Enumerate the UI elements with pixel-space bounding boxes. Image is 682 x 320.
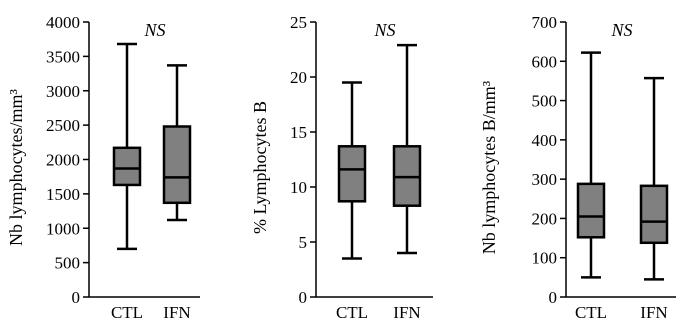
- y-tick-label: 200: [532, 209, 558, 228]
- iqr-box: [162, 125, 192, 205]
- iqr-box: [337, 145, 367, 203]
- y-tick-label: 3500: [46, 47, 80, 66]
- y-tick-label: 400: [532, 131, 558, 150]
- y-tick-label: 100: [532, 249, 558, 268]
- y-axis-title: Nb lymphocytes/mm³: [6, 88, 26, 245]
- y-tick-label: 20: [290, 68, 307, 87]
- y-tick-label: 2500: [46, 116, 80, 135]
- y-tick-label: 600: [532, 52, 558, 71]
- y-axis-title: Nb lymphocytes B/mm³: [479, 80, 499, 254]
- x-category-label: IFN: [393, 303, 420, 320]
- y-tick-label: 10: [290, 178, 307, 197]
- y-tick-label: 500: [55, 254, 81, 273]
- box-ifn: [162, 64, 192, 222]
- y-tick-label: 25: [290, 13, 307, 32]
- y-tick-label: 0: [72, 288, 81, 307]
- y-tick-label: 0: [299, 288, 308, 307]
- x-category-label: IFN: [163, 303, 190, 320]
- significance-annotation: NS: [610, 20, 632, 40]
- y-tick-label: 0: [549, 288, 558, 307]
- y-tick-label: 3000: [46, 82, 80, 101]
- box-ctl: [112, 42, 142, 251]
- box-ifn: [639, 76, 669, 281]
- y-tick-label: 1000: [46, 219, 80, 238]
- box-ctl: [576, 51, 606, 279]
- y-tick-label: 700: [532, 13, 558, 32]
- chart-panel-2: 0 5 10 15 20 25 % Lymphocytes B NS CTL IFN: [250, 13, 433, 320]
- significance-annotation: NS: [373, 20, 395, 40]
- y-axis-title: % Lymphocytes B: [250, 101, 270, 234]
- y-tick-label: 300: [532, 170, 558, 189]
- box-ctl: [337, 81, 367, 260]
- chart-panel-1: 0 500 1000 1500 2000 2500 3000 3500 4000 Nb lymph…: [6, 13, 200, 320]
- iqr-box: [576, 182, 606, 239]
- iqr-box: [639, 184, 669, 245]
- y-tick-label: 5: [299, 233, 308, 252]
- x-category-label: CTL: [111, 303, 143, 320]
- y-tick-label: 1500: [46, 185, 80, 204]
- y-tick-label: 2000: [46, 151, 80, 170]
- box-ifn: [392, 43, 422, 255]
- y-tick-label: 15: [290, 123, 307, 142]
- x-category-label: CTL: [575, 303, 607, 320]
- y-tick-label: 4000: [46, 13, 80, 32]
- chart-panel-3: 0 100 200 300 400 500 600 700 Nb lymphocytes B/m…: [479, 13, 676, 320]
- x-category-label: CTL: [336, 303, 368, 320]
- x-category-label: IFN: [640, 303, 667, 320]
- iqr-box: [112, 146, 142, 187]
- y-tick-label: 500: [532, 92, 558, 111]
- significance-annotation: NS: [143, 20, 165, 40]
